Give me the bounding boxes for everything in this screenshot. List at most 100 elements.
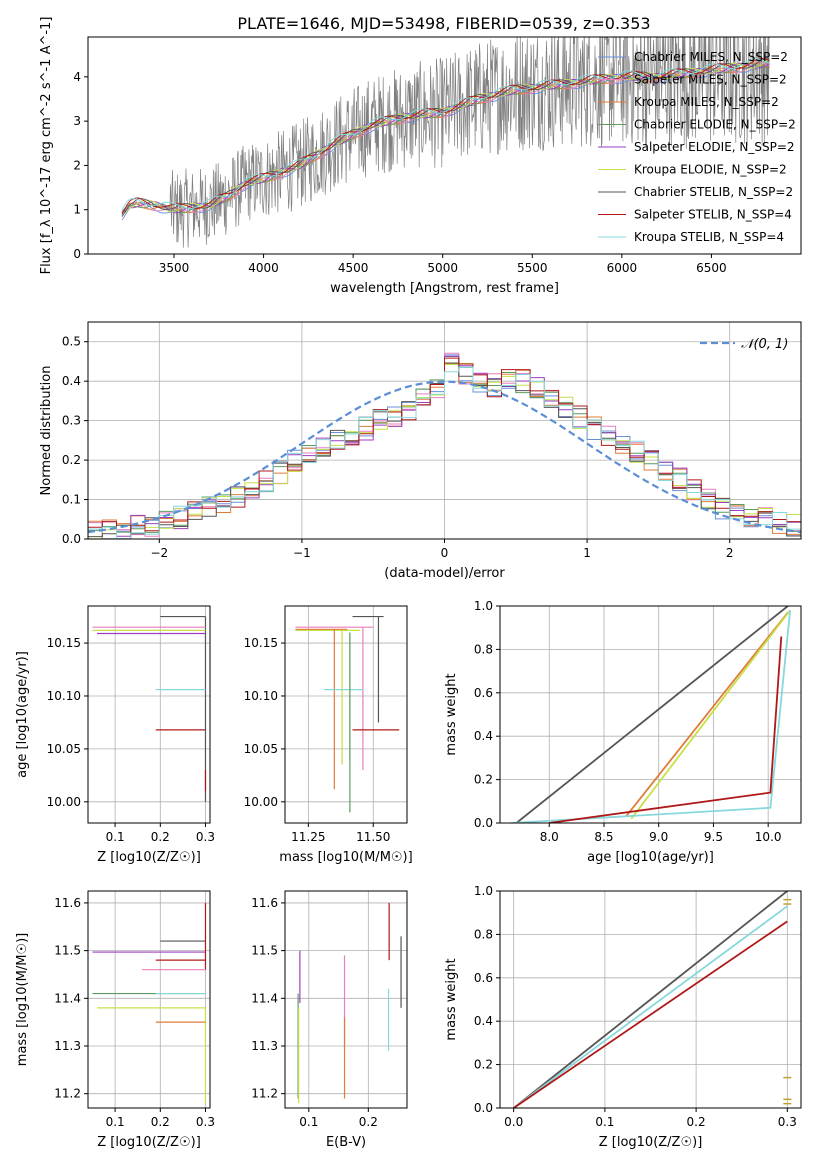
y-tick-label: 0.1 <box>62 493 81 507</box>
x-axis-label: mass [log10(M/M☉)] <box>279 850 412 865</box>
y-tick-label: 10.05 <box>47 742 81 756</box>
y-tick-label: 0.0 <box>474 1101 493 1115</box>
y-tick-label: 11.4 <box>251 991 278 1005</box>
y-tick-label: 0.8 <box>474 927 493 941</box>
y-tick-label: 3 <box>73 114 81 128</box>
x-tick-label: 11.50 <box>356 830 390 844</box>
x-tick-label: 8.0 <box>540 830 559 844</box>
y-tick-label: 0.8 <box>474 642 493 656</box>
axes-frame <box>87 890 211 1109</box>
legend-entry: Chabrier ELODIE, N_SSP=2 <box>634 118 796 132</box>
panel-age-vs-mass: 11.25 11.50 10.00 10.05 10.10 10.15 mass [log1… <box>244 605 413 865</box>
legend-entry: Salpeter ELODIE, N_SSP=2 <box>634 140 795 154</box>
y-axis-label: mass weight <box>444 958 459 1040</box>
y-tick-label: 11.3 <box>54 1039 81 1053</box>
axes-frame <box>87 605 211 824</box>
plot-area <box>92 615 207 802</box>
x-tick-label: 0.2 <box>359 1115 378 1129</box>
x-tick-label: 0.2 <box>687 1115 706 1129</box>
y-tick-label: 10.10 <box>47 689 81 703</box>
x-axis-label: age [log10(age/yr)] <box>587 850 714 865</box>
model-line <box>121 58 770 217</box>
y-tick-label: 11.3 <box>251 1039 278 1053</box>
legend-entry: 𝒩(0, 1) <box>741 337 788 352</box>
x-tick-label: −1 <box>293 546 311 560</box>
x-tick-label: −2 <box>150 546 168 560</box>
plot-area <box>513 891 792 1108</box>
x-tick-label: 10.0 <box>755 830 782 844</box>
legend-entry: Chabrier MILES, N_SSP=2 <box>634 50 788 64</box>
plot-area <box>121 37 770 248</box>
plot-area <box>88 352 801 539</box>
panel-residuals: −2 −1 0 1 2 0.0 0.1 0.2 0.3 0.4 0.5 (data-model)/er… <box>39 321 802 581</box>
axes-frame <box>499 605 802 824</box>
y-tick-label: 0.4 <box>62 374 81 388</box>
x-tick-label: 0.3 <box>196 1115 215 1129</box>
x-tick-label: 4000 <box>248 261 279 275</box>
y-tick-label: 0.0 <box>62 532 81 546</box>
y-tick-label: 10.00 <box>47 795 81 809</box>
x-tick-label: 6000 <box>607 261 638 275</box>
model-line <box>121 58 770 211</box>
panel-spectrum: 3500 4000 4500 5000 5500 6000 6500 0 1 2 3 4 wavelen… <box>39 17 802 296</box>
normal-curve <box>88 380 801 534</box>
plot-area <box>297 902 402 1104</box>
x-tick-label: 0.1 <box>106 830 125 844</box>
cumulative-line <box>513 891 788 1108</box>
panel-mass-vs-EBV: 0.1 0.2 11.2 11.3 11.4 11.5 11.6 E(B-V) <box>251 890 408 1150</box>
cumulative-line <box>625 611 789 818</box>
x-tick-label: 1 <box>583 546 591 560</box>
figure-title: PLATE=1646, MJD=53498, FIBERID=0539, z=0… <box>237 14 650 33</box>
x-tick-label: 11.25 <box>291 830 325 844</box>
axes-frame <box>284 605 408 824</box>
y-tick-label: 10.05 <box>244 742 278 756</box>
x-tick-label: 0.1 <box>299 1115 318 1129</box>
y-tick-label: 0.0 <box>474 816 493 830</box>
x-tick-label: 3500 <box>159 261 190 275</box>
axes-frame <box>87 36 802 255</box>
x-tick-label: 0.0 <box>504 1115 523 1129</box>
x-tick-label: 0.1 <box>106 1115 125 1129</box>
legend-entry: Kroupa MILES, N_SSP=2 <box>634 95 779 109</box>
x-tick-label: 0.2 <box>151 1115 170 1129</box>
y-tick-label: 11.6 <box>54 896 81 910</box>
panel-mass-vs-Z: 0.1 0.2 0.3 11.2 11.3 11.4 11.5 11.6 Z [log10(Z/… <box>15 890 215 1150</box>
y-axis-label: age [log10(age/yr)] <box>15 651 30 778</box>
x-axis-label: Z [log10(Z/Z☉)] <box>97 1135 201 1150</box>
y-tick-label: 0.3 <box>62 414 81 428</box>
cumulative-line <box>513 905 788 1108</box>
y-tick-label: 0.6 <box>474 971 493 985</box>
legend-entry: Salpeter STELIB, N_SSP=4 <box>634 208 792 222</box>
legend-entry: Kroupa STELIB, N_SSP=4 <box>634 230 784 244</box>
x-tick-label: 6500 <box>696 261 727 275</box>
histogram-step <box>88 366 801 539</box>
legend-entry: Kroupa ELODIE, N_SSP=2 <box>634 163 787 177</box>
model-line <box>121 62 770 214</box>
y-tick-label: 0.5 <box>62 335 81 349</box>
panel-cumulative-age: 8.0 8.5 9.0 9.5 10.0 0.0 0.2 0.4 0.6 0.8 1.0 age [l… <box>444 599 802 865</box>
x-tick-label: 5000 <box>427 261 458 275</box>
legend-entry: Chabrier STELIB, N_SSP=2 <box>634 185 793 199</box>
y-tick-label: 0.6 <box>474 686 493 700</box>
y-tick-label: 11.4 <box>54 991 81 1005</box>
y-axis-label: Normed distribution <box>39 366 54 496</box>
plot-area <box>92 902 207 1104</box>
y-tick-label: 2 <box>73 158 81 172</box>
x-tick-label: 0.1 <box>595 1115 614 1129</box>
y-tick-label: 1 <box>73 203 81 217</box>
x-tick-label: 0.3 <box>196 830 215 844</box>
x-tick-label: 0.2 <box>151 830 170 844</box>
panel-cumulative-Z: 0.0 0.1 0.2 0.3 0.0 0.2 0.4 0.6 0.8 1.0 Z [log10(Z… <box>444 884 802 1150</box>
cumulative-line <box>630 609 791 820</box>
y-tick-label: 1.0 <box>474 884 493 898</box>
y-tick-label: 11.6 <box>251 896 278 910</box>
y-tick-label: 11.2 <box>54 1087 81 1101</box>
y-tick-label: 0.4 <box>474 729 493 743</box>
cumulative-line <box>515 606 789 823</box>
y-tick-label: 0.2 <box>62 453 81 467</box>
plot-area <box>295 615 400 813</box>
x-tick-label: 0.3 <box>778 1115 797 1129</box>
model-line <box>121 58 770 215</box>
y-axis-label: mass weight <box>444 673 459 755</box>
